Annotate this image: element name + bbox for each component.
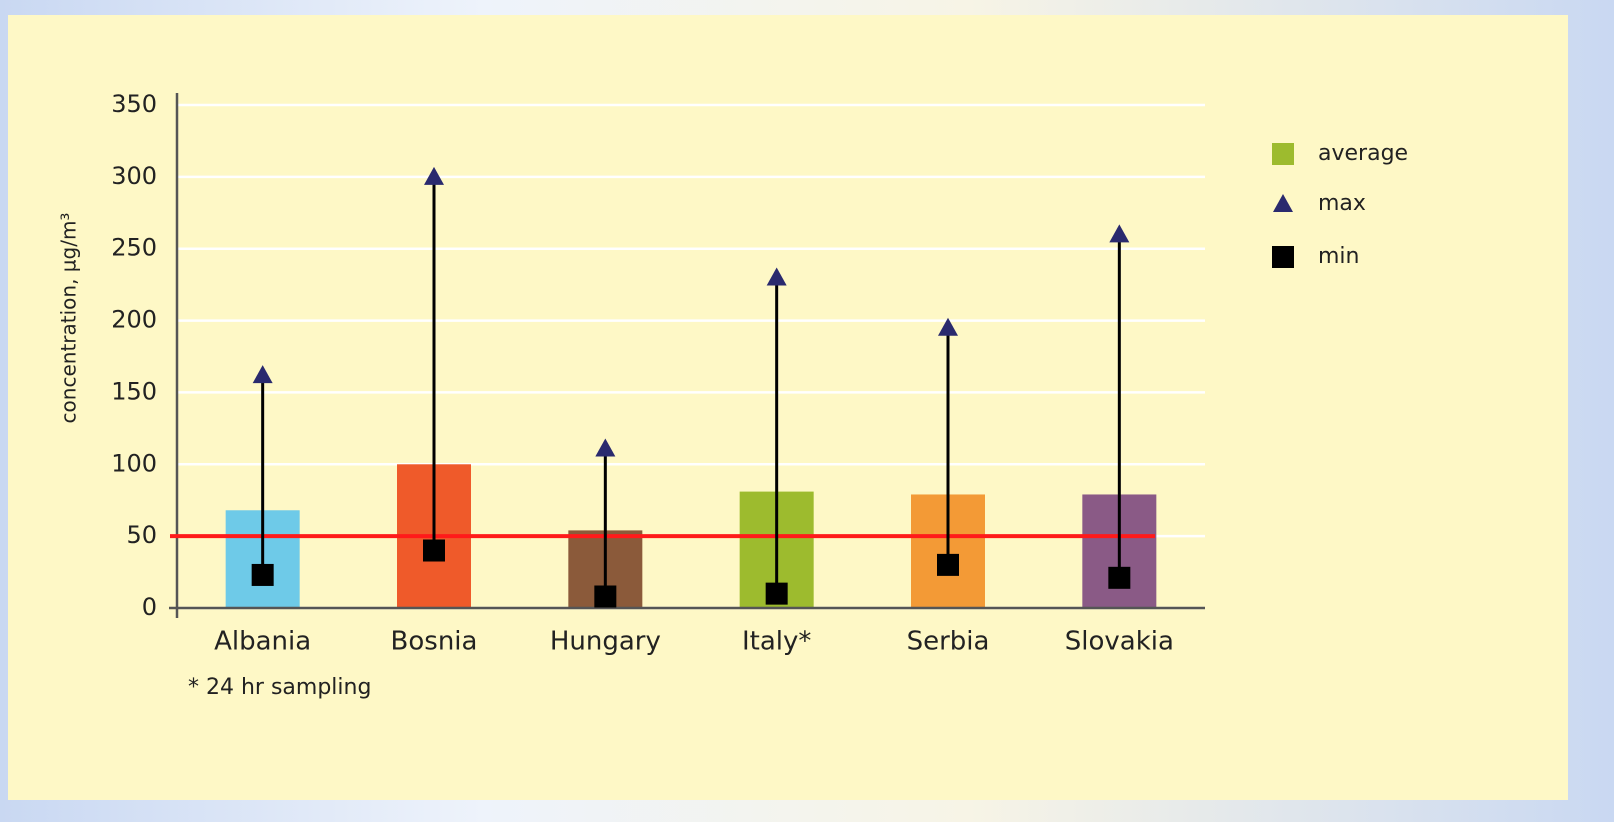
y-tick-label: 200 — [111, 306, 157, 334]
footnote: * 24 hr sampling — [188, 675, 371, 700]
min-marker — [594, 585, 617, 608]
y-tick-label: 300 — [111, 162, 157, 190]
min-marker — [937, 553, 959, 576]
legend-label: min — [1318, 244, 1360, 269]
x-tick-label: Hungary — [550, 627, 661, 657]
min-marker — [1108, 566, 1131, 589]
y-tick-label: 100 — [111, 449, 157, 477]
legend-label: max — [1318, 191, 1366, 216]
y-axis-label: concentration, µg/m³ — [57, 213, 81, 424]
x-tick-label: Italy* — [742, 627, 811, 657]
legend-swatch — [1272, 143, 1294, 165]
x-tick-label: Bosnia — [391, 627, 478, 657]
max-marker — [252, 365, 273, 384]
max-marker — [766, 267, 787, 286]
legend-label: average — [1318, 141, 1408, 166]
max-marker — [1109, 224, 1130, 243]
y-tick-label: 250 — [111, 234, 157, 262]
legend-swatch — [1273, 194, 1293, 212]
x-tick-label: Slovakia — [1065, 627, 1174, 657]
max-marker — [938, 317, 958, 336]
max-marker — [424, 166, 444, 185]
min-marker — [765, 582, 788, 605]
max-marker — [595, 438, 616, 457]
y-tick-label: 150 — [111, 377, 157, 405]
panel — [8, 15, 1568, 800]
x-tick-label: Serbia — [907, 627, 990, 657]
x-tick-label: Albania — [214, 627, 311, 657]
y-tick-label: 0 — [142, 593, 157, 621]
min-marker — [423, 539, 445, 562]
y-tick-label: 350 — [111, 90, 157, 118]
min-marker — [251, 563, 274, 586]
legend-swatch — [1272, 246, 1294, 268]
y-tick-label: 50 — [126, 521, 157, 549]
